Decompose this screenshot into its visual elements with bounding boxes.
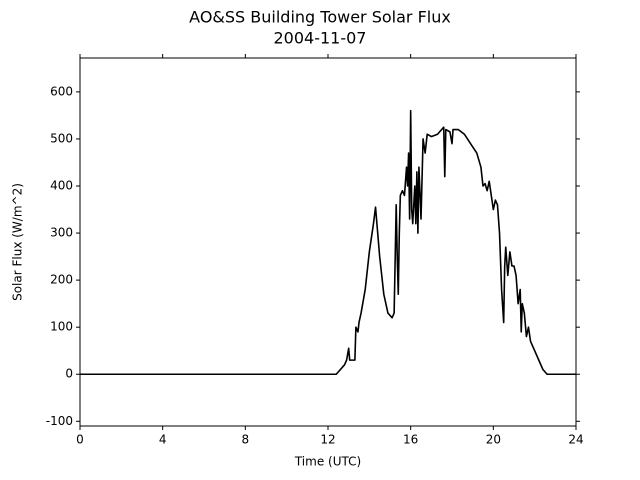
chart-subtitle: 2004-11-07: [274, 29, 367, 48]
x-tick-label: 20: [486, 433, 501, 447]
x-tick-label: 16: [403, 433, 418, 447]
x-tick-label: 12: [320, 433, 335, 447]
x-tick-label: 8: [242, 433, 250, 447]
chart-title: AO&SS Building Tower Solar Flux: [189, 8, 451, 27]
y-tick-label: 0: [65, 367, 73, 381]
y-tick-label: -100: [46, 414, 73, 428]
x-tick-label: 24: [568, 433, 583, 447]
y-tick-label: 500: [50, 131, 73, 145]
y-tick-label: 400: [50, 179, 73, 193]
y-tick-label: 600: [50, 84, 73, 98]
y-tick-label: 100: [50, 320, 73, 334]
x-axis-label: Time (UTC): [294, 455, 361, 469]
flux-line: [80, 109, 576, 376]
y-axis-label: Solar Flux (W/m^2): [11, 183, 25, 301]
y-tick-label: 200: [50, 273, 73, 287]
y-tick-label: 300: [50, 226, 73, 240]
x-tick-label: 4: [159, 433, 167, 447]
plot-frame: [79, 57, 577, 427]
x-tick-label: 0: [76, 433, 84, 447]
